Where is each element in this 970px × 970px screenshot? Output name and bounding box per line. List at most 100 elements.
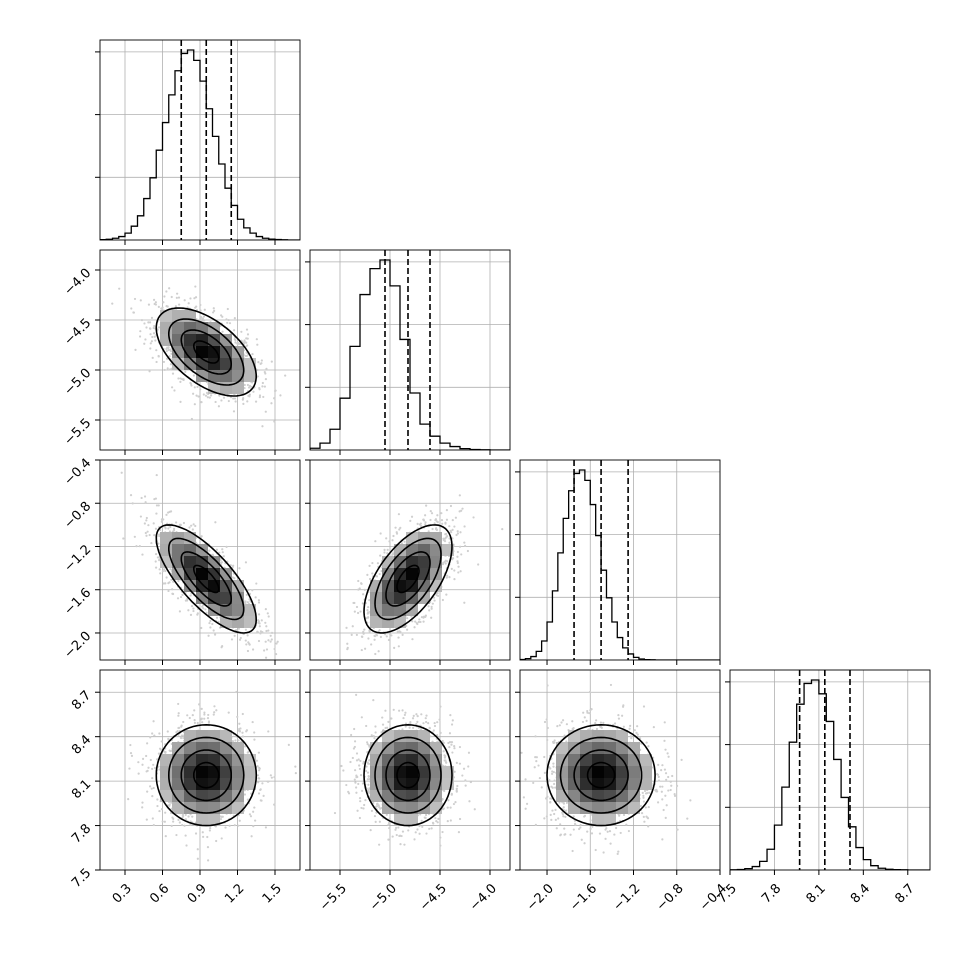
- scatter-point: [424, 514, 427, 517]
- scatter-point: [161, 306, 164, 309]
- scatter-point: [215, 548, 218, 551]
- contour-line: [396, 564, 420, 594]
- density-cell: [418, 592, 430, 604]
- scatter-point: [219, 817, 223, 821]
- scatter-point: [362, 593, 365, 596]
- scatter-point: [150, 541, 153, 545]
- histogram-step: [520, 469, 720, 660]
- scatter-point: [415, 621, 418, 625]
- scatter-point: [428, 609, 431, 612]
- scatter-point: [394, 526, 397, 529]
- scatter-point: [158, 809, 161, 813]
- scatter-point: [453, 578, 456, 581]
- scatter-point: [435, 520, 438, 523]
- scatter-point: [273, 397, 276, 400]
- scatter-point: [444, 521, 447, 524]
- scatter-point: [144, 338, 147, 341]
- scatter-point: [255, 582, 258, 585]
- scatter-point: [373, 638, 376, 641]
- scatter-point: [152, 332, 156, 335]
- scatter-point: [463, 541, 466, 544]
- panel-content: [520, 460, 720, 660]
- scatter-point: [194, 296, 198, 299]
- scatter-point: [235, 628, 238, 632]
- scatter-point: [177, 818, 180, 822]
- scatter-point: [247, 641, 250, 644]
- scatter-point: [233, 397, 237, 400]
- scatter-point: [424, 615, 427, 618]
- scatter-point: [443, 539, 447, 543]
- density-cell: [160, 532, 172, 544]
- density-cell: [184, 556, 196, 568]
- scatter-point: [418, 523, 422, 526]
- scatter-point: [254, 819, 257, 822]
- scatter-point: [157, 354, 160, 358]
- density-cell: [394, 568, 406, 580]
- scatter-point: [252, 825, 255, 828]
- scatter-point: [141, 801, 144, 804]
- scatter-point: [228, 322, 232, 325]
- scatter-point: [397, 645, 400, 648]
- scatter-point: [165, 350, 168, 353]
- contour-line: [193, 340, 220, 364]
- scatter-point: [256, 631, 260, 634]
- scatter-point: [171, 592, 174, 595]
- scatter-point: [154, 566, 158, 569]
- scatter-point: [385, 635, 388, 638]
- density-cell: [394, 580, 406, 592]
- density-cell: [220, 592, 232, 604]
- scatter-point: [261, 381, 264, 385]
- density-cell: [394, 604, 406, 616]
- scatter-point: [191, 714, 194, 717]
- scatter-point: [165, 357, 169, 360]
- scatter-point: [226, 321, 229, 324]
- density-cell: [160, 556, 172, 568]
- scatter-point: [245, 643, 248, 646]
- scatter-point: [209, 827, 212, 830]
- scatter-point: [444, 536, 448, 539]
- scatter-point: [144, 501, 147, 504]
- scatter-point: [147, 321, 150, 324]
- scatter-point: [257, 361, 260, 364]
- scatter-point: [152, 522, 155, 525]
- scatter-point: [360, 582, 363, 585]
- scatter-point: [427, 530, 430, 533]
- scatter-point: [237, 627, 241, 630]
- scatter-point: [172, 580, 175, 583]
- scatter-point: [247, 394, 250, 397]
- density-cell: [394, 592, 406, 604]
- scatter-point: [137, 772, 140, 775]
- scatter-point: [451, 557, 455, 560]
- scatter-point: [440, 519, 444, 522]
- density-cell: [232, 580, 244, 592]
- scatter-point: [188, 526, 191, 529]
- scatter-point: [206, 396, 209, 399]
- scatter-point: [167, 589, 170, 593]
- scatter-point: [132, 311, 135, 314]
- contour-line: [363, 524, 453, 634]
- scatter-point: [145, 754, 148, 758]
- scatter-point: [177, 702, 180, 706]
- scatter-point: [448, 576, 451, 579]
- scatter-point: [189, 297, 192, 300]
- density-cell: [220, 604, 232, 616]
- scatter-point: [153, 324, 156, 328]
- scatter-point: [386, 548, 389, 551]
- scatter-point: [154, 303, 158, 306]
- scatter-point: [176, 292, 179, 295]
- scatter-point: [267, 615, 270, 618]
- scatter-point: [434, 518, 438, 521]
- scatter-point: [269, 634, 272, 637]
- scatter-point: [178, 303, 181, 306]
- scatter-point: [172, 527, 176, 531]
- scatter-point: [256, 343, 259, 346]
- scatter-point: [346, 642, 349, 645]
- scatter-point: [164, 811, 167, 814]
- scatter-point: [383, 548, 386, 552]
- scatter-point: [378, 572, 381, 576]
- scatter-point: [184, 599, 188, 602]
- scatter-point: [461, 507, 464, 510]
- scatter-point: [240, 330, 243, 333]
- density-cell: [232, 358, 244, 370]
- scatter-point: [166, 367, 169, 370]
